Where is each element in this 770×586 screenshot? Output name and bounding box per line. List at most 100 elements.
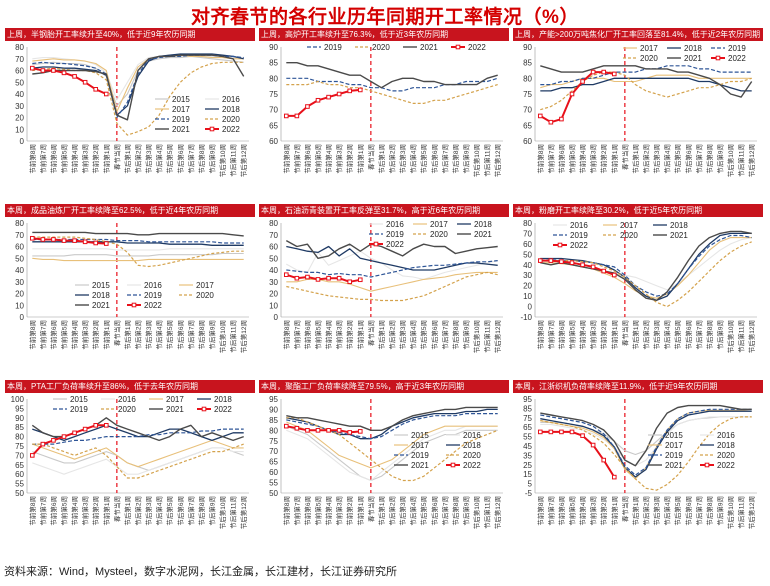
y-tick-label: 70 — [15, 451, 24, 460]
y-tick-label: 60 — [523, 137, 532, 146]
x-tick-label: 节后第5周 — [673, 496, 682, 526]
legend-label: 2015 — [665, 431, 683, 440]
x-tick-label: 节前第4周 — [70, 496, 79, 526]
data-point-2022 — [72, 238, 77, 243]
x-tick-label: 节后第4周 — [409, 496, 418, 526]
legend-item-2016: 2016 — [127, 281, 162, 290]
x-tick-label: 节前第5周 — [314, 320, 323, 350]
legend-label: 2019 — [172, 115, 190, 124]
chart-panel-cement-grinding: 本周，粉磨开工率续降至30.2%，低于近5年农历同期 -10 0 10 20 30 40 5… — [513, 204, 763, 376]
legend-item-2016: 2016 — [553, 221, 588, 230]
series-line-2017 — [286, 271, 498, 292]
x-tick-label: 节前第4周 — [578, 144, 587, 174]
legend-item-2019: 2019 — [127, 291, 162, 300]
series-line-2016 — [286, 250, 498, 280]
legend-label: 2018 — [670, 221, 688, 230]
x-tick-label: 节前第2周 — [599, 496, 608, 526]
data-point-2022 — [537, 258, 543, 263]
legend-item-2017: 2017 — [413, 220, 448, 229]
y-tick-label: 35 — [523, 451, 532, 460]
data-point-2022 — [294, 275, 300, 281]
x-tick-label: 节后第12周 — [239, 320, 248, 353]
legend-item-2021: 2021 — [75, 301, 110, 310]
x-tick-label: 节前第4周 — [70, 320, 79, 350]
data-point-2022 — [93, 240, 99, 246]
x-tick-label: 节后第11周 — [483, 496, 492, 529]
series-line-2017 — [32, 54, 244, 113]
x-tick-label: 节后第10周 — [218, 320, 227, 353]
legend-label: 2019 — [144, 291, 162, 300]
x-tick-label: 节前第7周 — [38, 320, 47, 350]
legend-label: 2021 — [420, 43, 438, 52]
legend-item-2021: 2021 — [648, 461, 683, 470]
x-tick-label: 节后第4周 — [409, 144, 418, 174]
x-tick-label: 春节当周 — [366, 496, 375, 522]
x-tick-label: 节前第3周 — [589, 496, 598, 526]
x-tick-label: 节前第8周 — [536, 496, 545, 526]
y-tick-label: 40 — [269, 266, 278, 275]
x-tick-label: 节后第8周 — [197, 320, 206, 350]
chart-svg: 60657075808590节前第8周 节前第7周 节前第6周 节前第5周 节前第4周节… — [523, 43, 757, 177]
legend-label: 2021 — [411, 461, 429, 470]
data-point-2022 — [103, 423, 109, 428]
x-tick-label: 节前第8周 — [282, 144, 291, 174]
legend-item-2021: 2021 — [457, 230, 492, 239]
legend-marker — [450, 462, 456, 468]
y-tick-label: -5 — [525, 489, 533, 498]
x-tick-label: 节后第9周 — [716, 496, 725, 526]
series-line-2020 — [540, 241, 752, 308]
x-tick-label: 节后第2周 — [388, 496, 397, 526]
data-point-2022 — [347, 430, 353, 435]
series-line-2019 — [32, 428, 244, 445]
x-tick-label: 节前第4周 — [70, 144, 79, 174]
data-point-2022 — [82, 79, 88, 85]
data-point-2022 — [29, 453, 35, 458]
x-tick-label: 节后第6周 — [684, 144, 693, 174]
x-tick-label: 节后第9周 — [208, 496, 217, 526]
data-point-2022 — [29, 65, 35, 71]
x-tick-label: 节前第2周 — [345, 144, 354, 174]
data-point-2022 — [29, 235, 35, 241]
x-tick-label: 节后第1周 — [123, 144, 132, 174]
x-tick-label: 节前第7周 — [546, 496, 555, 526]
data-point-2022 — [72, 430, 77, 436]
series-line-2021 — [285, 239, 498, 259]
y-tick-label: -10 — [520, 313, 532, 322]
legend-label: 2022 — [214, 405, 232, 414]
legend-label: 2020 — [372, 43, 390, 52]
y-tick-label: 30 — [269, 278, 278, 287]
data-point-2022 — [357, 277, 363, 283]
x-tick-label: 节前第3周 — [335, 144, 344, 174]
data-point-2022 — [548, 119, 554, 125]
legend-item-2018: 2018 — [197, 395, 232, 404]
legend-item-2022: 2022 — [197, 405, 232, 414]
x-tick-label: 春节当周 — [366, 144, 375, 170]
x-tick-label: 节前第2周 — [345, 320, 354, 350]
x-tick-label: 节后第7周 — [440, 496, 449, 526]
legend-label: 2017 — [640, 44, 658, 53]
x-tick-label: 节前第7周 — [292, 496, 301, 526]
x-tick-label: 春节当周 — [620, 496, 629, 522]
panel-header: 本周，聚酯工厂负荷率续降至79.5%，高于近3年农历同期 — [259, 380, 509, 393]
legend-item-2021: 2021 — [653, 231, 688, 240]
x-tick-label: 节后第11周 — [229, 144, 238, 177]
x-tick-label: 节后第6周 — [430, 496, 439, 526]
y-tick-label: 65 — [523, 121, 532, 130]
x-tick-label: 节后第12周 — [493, 496, 502, 529]
y-tick-label: 95 — [269, 395, 278, 404]
y-tick-label: 30 — [15, 102, 24, 111]
legend-item-2021: 2021 — [394, 461, 429, 470]
y-tick-label: 55 — [15, 480, 24, 489]
chart-panel-semi-steel-tire: 上周，半钢胎开工率续升至40%，低于近9年农历同期 0 10 20 30 40 50 60 7… — [5, 28, 255, 200]
x-tick-label: 节前第5周 — [568, 496, 577, 526]
y-tick-label: 65 — [15, 461, 24, 470]
x-tick-label: 节后第12周 — [747, 320, 756, 353]
legend-label: 2019 — [665, 451, 683, 460]
x-tick-label: 节后第7周 — [186, 496, 195, 526]
x-tick-label: 节后第11周 — [737, 320, 746, 353]
data-point-2022 — [283, 272, 289, 278]
y-tick-label: 50 — [523, 250, 532, 259]
legend-marker — [455, 44, 461, 50]
x-tick-label: 节前第2周 — [599, 320, 608, 350]
